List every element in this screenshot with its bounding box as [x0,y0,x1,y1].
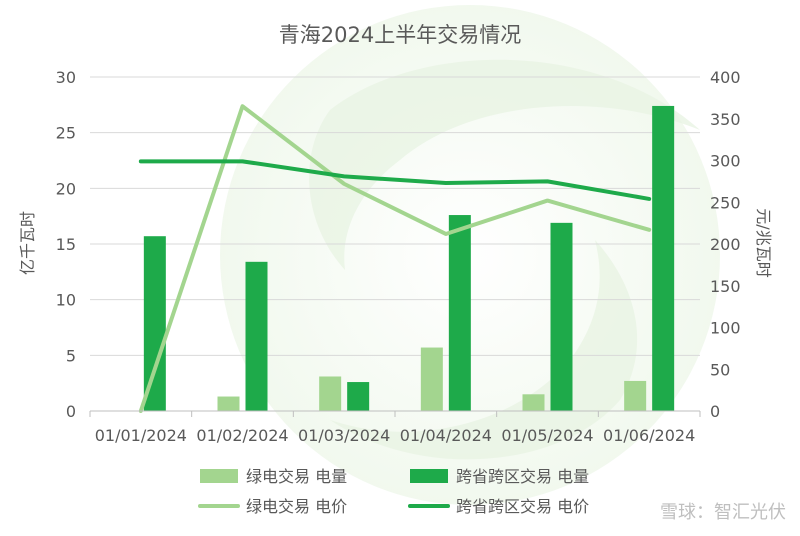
y-tick-label: 0 [66,402,76,421]
bar [319,376,342,411]
y2-tick-label: 0 [710,402,720,421]
series-line [138,159,652,201]
y2-tick-label: 50 [710,360,730,379]
bar [550,222,573,411]
x-tick-label: 01/03/2024 [298,426,390,445]
y2-tick-label: 250 [710,193,741,212]
chart-title: 青海2024上半年交易情况 [279,23,521,47]
y2-tick-label: 350 [710,110,741,129]
bar [522,394,545,411]
x-tick-label: 01/04/2024 [400,426,492,445]
axes-group: 05101520253005010015020025030035040001/0… [56,68,741,445]
bar [652,105,675,412]
bar [420,347,443,411]
legend-swatch [410,469,448,483]
y2-tick-label: 400 [710,68,741,87]
y-tick-label: 10 [56,291,76,310]
legend-label: 跨省跨区交易 电价 [456,497,589,516]
x-tick-label: 01/01/2024 [95,426,187,445]
y-tick-label: 30 [56,68,76,87]
legend-label: 绿电交易 电价 [246,497,347,516]
bar [143,236,166,411]
series-line [138,104,652,413]
y2-axis-label: 元/兆瓦时 [754,208,773,277]
y2-tick-label: 300 [710,152,741,171]
bar [245,261,268,411]
lines-group [138,104,652,413]
y2-tick-label: 100 [710,319,741,338]
x-tick-label: 01/06/2024 [603,426,695,445]
y-tick-label: 20 [56,179,76,198]
x-tick-label: 01/02/2024 [196,426,288,445]
legend-label: 跨省跨区交易 电量 [456,467,589,486]
bars-group [143,105,675,412]
bar [347,382,370,411]
y-tick-label: 15 [56,235,76,254]
bar [624,380,647,411]
y2-tick-label: 150 [710,277,741,296]
y-tick-label: 25 [56,124,76,143]
legend-swatch [200,469,238,483]
bar [217,396,240,411]
legend-label: 绿电交易 电量 [246,467,347,486]
y-tick-label: 5 [66,346,76,365]
bar [448,215,471,411]
y-axis-label: 亿千瓦时 [18,211,37,275]
watermark: 雪球：智汇光伏 [660,502,786,523]
y2-tick-label: 200 [710,235,741,254]
x-tick-label: 01/05/2024 [501,426,593,445]
